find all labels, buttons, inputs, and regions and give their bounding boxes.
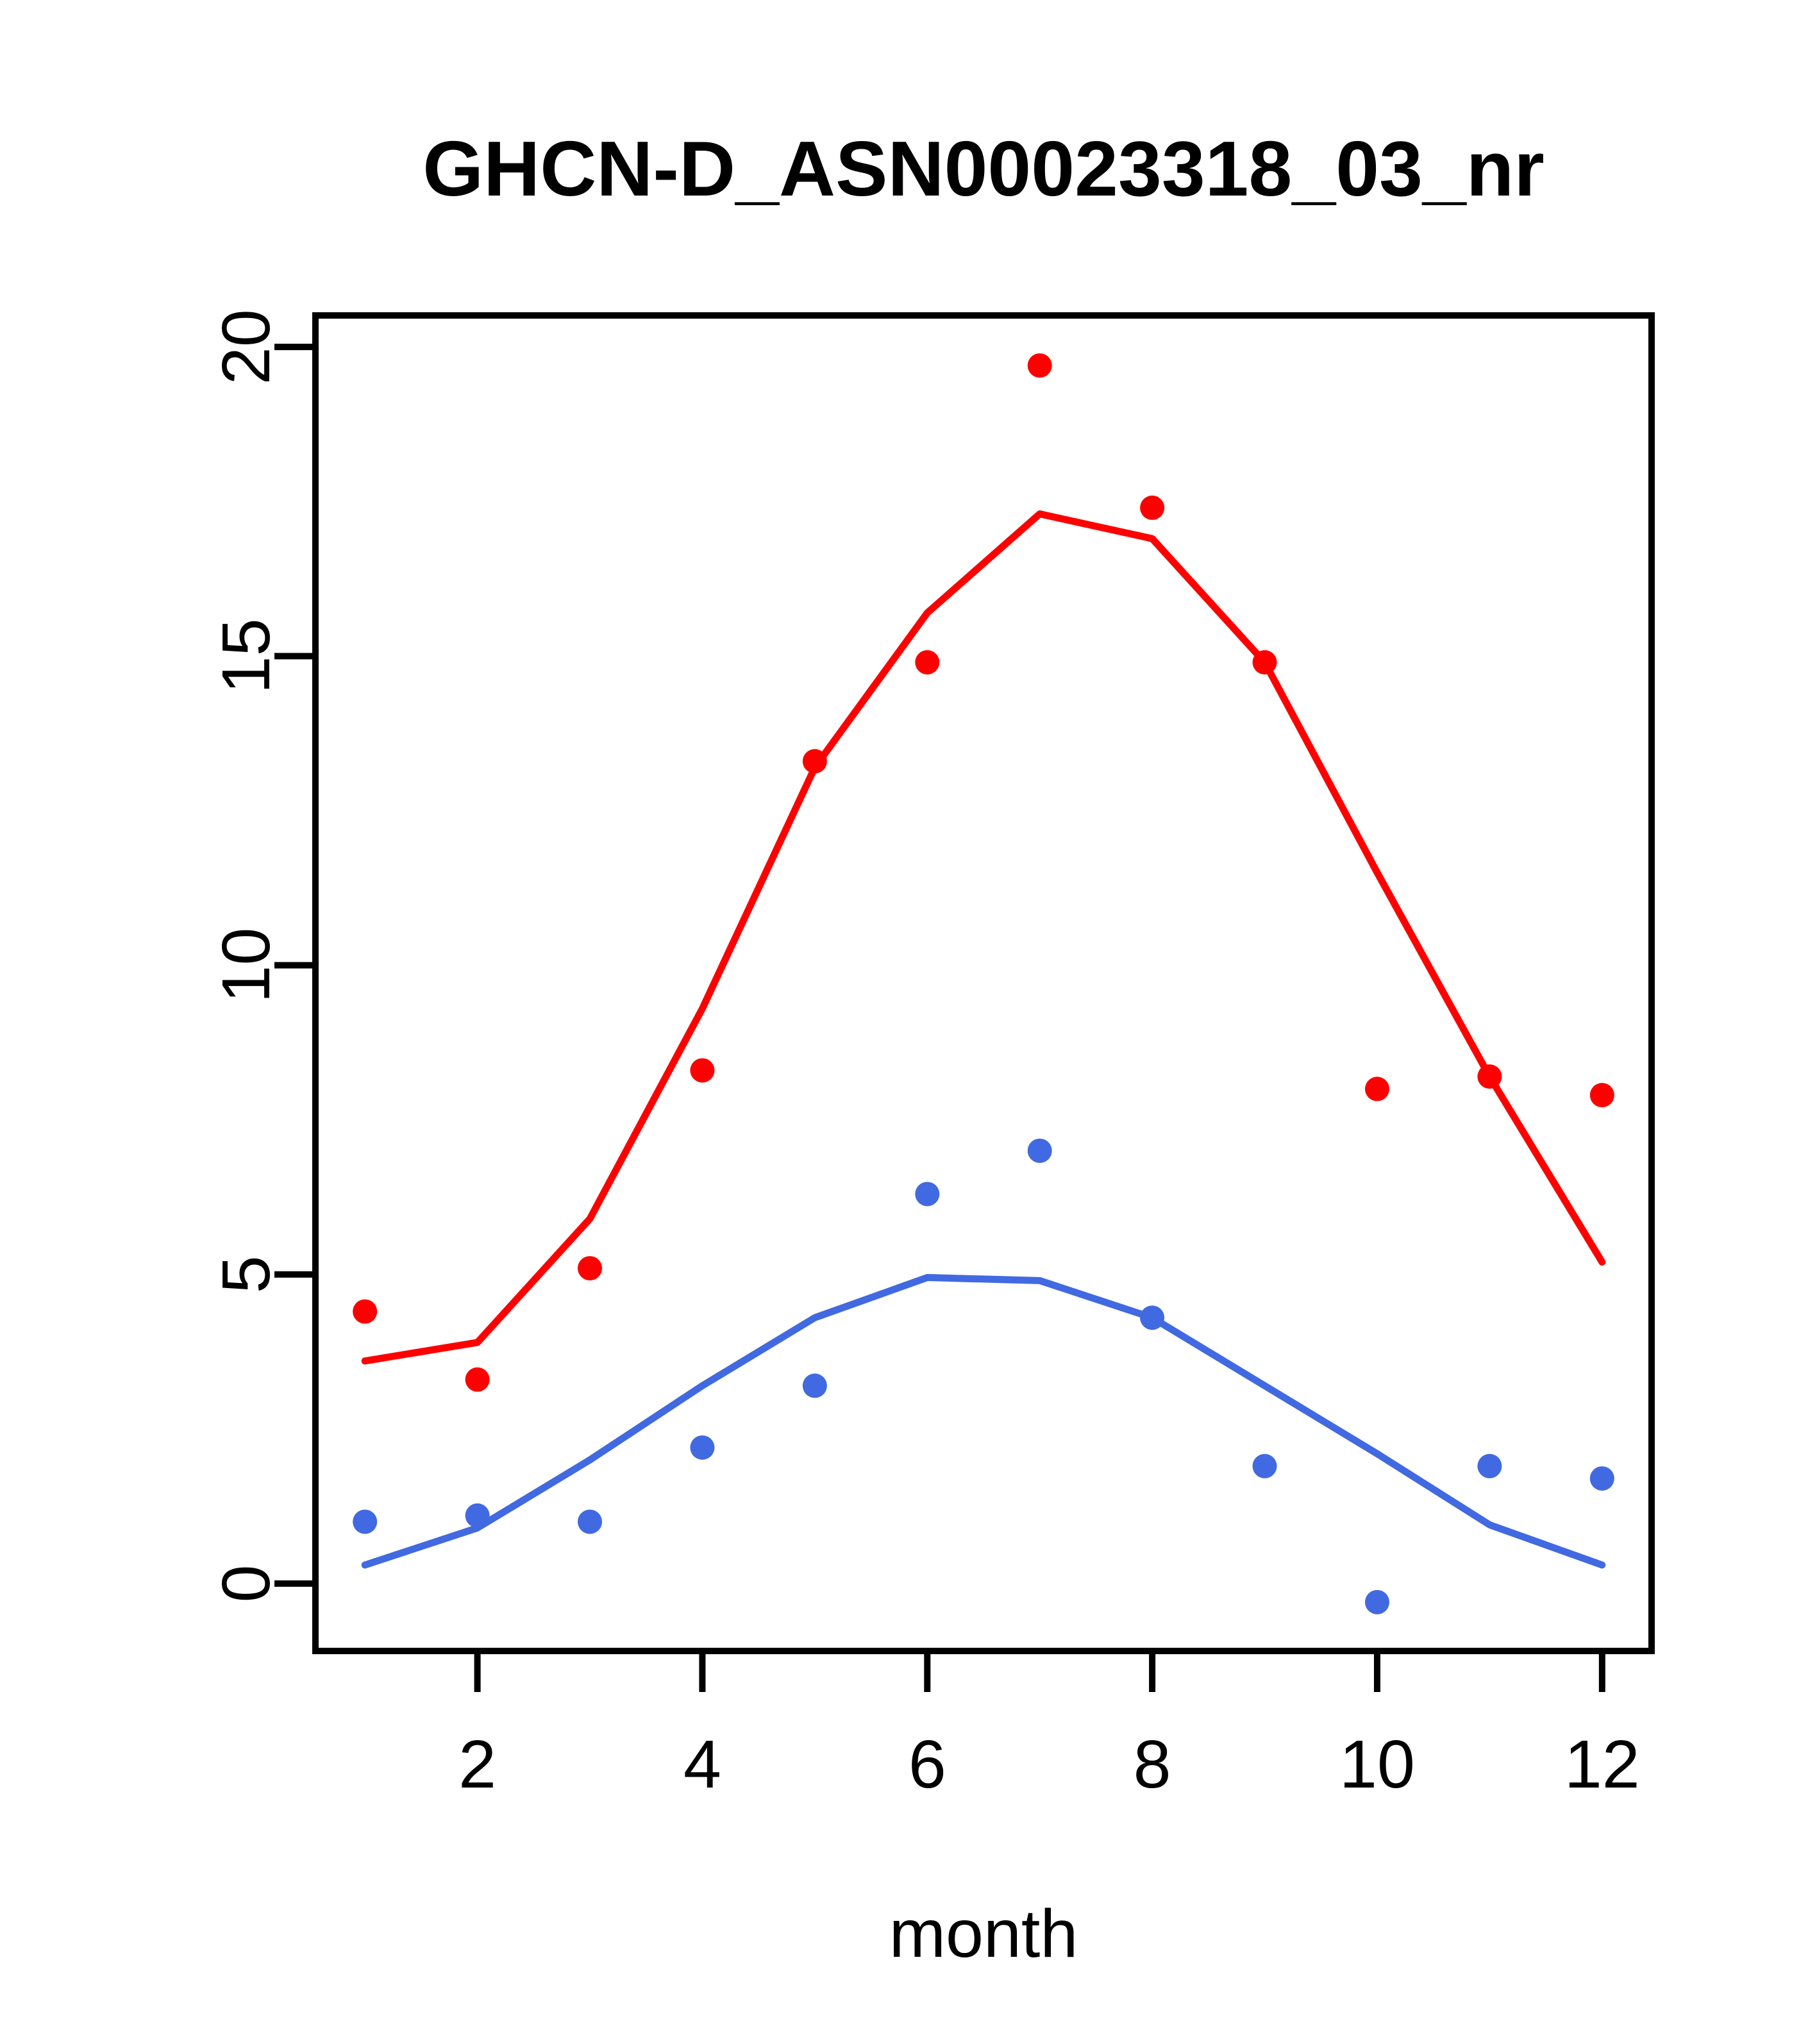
x-tick-label: 6: [908, 1727, 946, 1802]
blue-points-marker: [578, 1509, 603, 1534]
chart-title: GHCN-D_ASN00023318_03_nr: [423, 125, 1545, 212]
y-tick-label: 10: [208, 928, 284, 1003]
blue-points-marker: [1589, 1466, 1614, 1491]
blue-points-marker: [1364, 1589, 1389, 1614]
plot-border: [312, 312, 1655, 1654]
red-points-marker: [1589, 1083, 1614, 1108]
red-smooth-line: [361, 510, 1606, 1365]
y-tick-label: 5: [208, 1255, 284, 1293]
y-tick-label: 15: [208, 618, 284, 694]
series-layer: [353, 353, 1614, 1614]
blue-points-marker: [915, 1182, 940, 1207]
y-tick-label: 0: [208, 1564, 284, 1602]
blue-points-marker: [353, 1509, 378, 1534]
blue-points-marker: [1027, 1138, 1052, 1163]
blue-smooth-line: [361, 1274, 1606, 1569]
red-points-marker: [578, 1256, 603, 1281]
x-tick-label: 2: [458, 1727, 496, 1802]
x-axis-label: month: [889, 1896, 1078, 1972]
red-points-marker: [353, 1299, 378, 1324]
y-axis-ticks: 0 5 10 15 20: [208, 309, 315, 1602]
x-tick-label: 8: [1134, 1727, 1171, 1802]
x-tick-label: 4: [683, 1727, 721, 1802]
red-points-marker: [1364, 1076, 1389, 1102]
red-points-marker: [1140, 495, 1165, 520]
blue-points-marker: [1477, 1453, 1502, 1479]
red-points-marker: [1027, 353, 1052, 378]
x-axis-ticks: 2 4 6 8 10 12: [458, 1651, 1640, 1802]
red-points-marker: [465, 1367, 490, 1392]
blue-points-marker: [690, 1435, 715, 1460]
red-points-marker: [915, 650, 940, 675]
y-tick-label: 20: [208, 309, 284, 385]
blue-points-marker: [802, 1373, 827, 1398]
blue-points-marker: [1252, 1453, 1277, 1479]
x-tick-label: 12: [1564, 1727, 1640, 1802]
red-points-marker: [690, 1058, 715, 1083]
blue-points-group: [353, 1138, 1614, 1614]
x-tick-label: 10: [1339, 1727, 1415, 1802]
red-points-group: [353, 353, 1614, 1392]
